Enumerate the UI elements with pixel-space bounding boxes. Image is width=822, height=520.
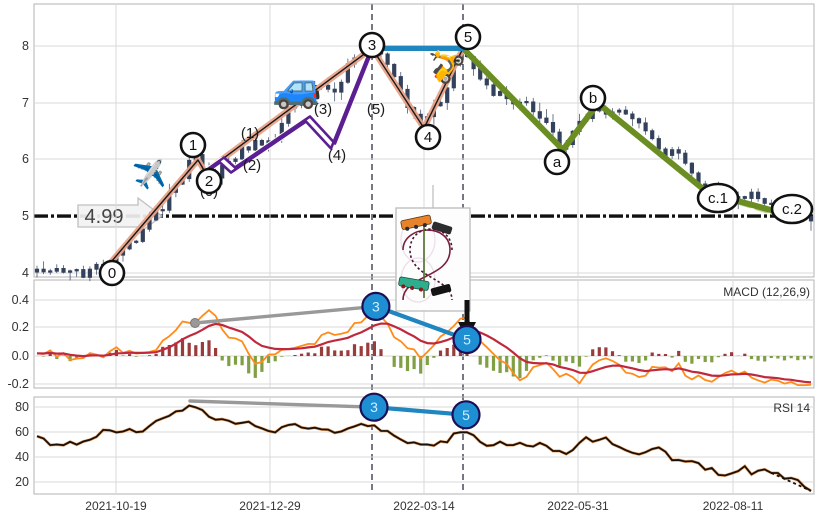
- svg-text:MACD (12,26,9): MACD (12,26,9): [723, 285, 810, 299]
- svg-text:2021-10-19: 2021-10-19: [85, 499, 147, 513]
- svg-text:(1): (1): [241, 125, 259, 142]
- svg-text:2021-12-29: 2021-12-29: [239, 499, 301, 513]
- svg-text:(5): (5): [367, 101, 385, 118]
- svg-text:-0.2: -0.2: [7, 377, 29, 391]
- svg-text:5: 5: [464, 29, 472, 46]
- svg-text:4: 4: [22, 266, 29, 280]
- svg-text:c.2: c.2: [782, 201, 802, 218]
- svg-text:4.99: 4.99: [85, 206, 124, 228]
- svg-text:(4): (4): [328, 147, 346, 164]
- svg-text:2022-03-14: 2022-03-14: [393, 499, 455, 513]
- svg-text:5: 5: [463, 332, 471, 348]
- svg-text:60: 60: [15, 425, 29, 439]
- svg-text:2022-08-11: 2022-08-11: [703, 499, 764, 513]
- svg-text:3: 3: [368, 37, 376, 54]
- svg-text:0.2: 0.2: [12, 320, 29, 334]
- svg-text:8: 8: [22, 39, 29, 53]
- svg-text:(2): (2): [243, 157, 261, 174]
- svg-text:80: 80: [15, 400, 29, 414]
- svg-text:0.0: 0.0: [12, 349, 29, 363]
- svg-text:3: 3: [372, 299, 380, 315]
- svg-text:40: 40: [15, 450, 29, 464]
- svg-text:7: 7: [22, 96, 29, 110]
- svg-text:20: 20: [15, 475, 29, 489]
- svg-text:1: 1: [189, 137, 197, 154]
- svg-text:2022-05-31: 2022-05-31: [547, 499, 609, 513]
- svg-text:b: b: [589, 90, 597, 107]
- svg-text:0: 0: [108, 265, 116, 282]
- svg-text:2: 2: [205, 173, 213, 190]
- svg-text:6: 6: [22, 152, 29, 166]
- svg-text:4: 4: [424, 129, 432, 146]
- svg-text:c.1: c.1: [708, 190, 728, 207]
- svg-text:5: 5: [462, 407, 470, 423]
- svg-text:5: 5: [22, 209, 29, 223]
- svg-text:0.4: 0.4: [12, 293, 29, 307]
- svg-text:a: a: [553, 154, 562, 171]
- svg-text:RSI 14: RSI 14: [773, 401, 810, 415]
- svg-text:3: 3: [370, 399, 378, 415]
